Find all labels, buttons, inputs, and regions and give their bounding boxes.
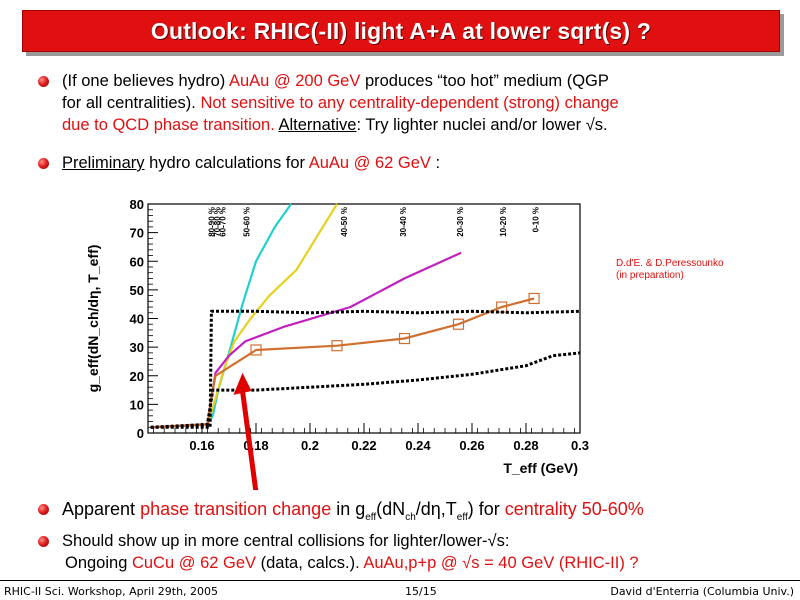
x-tick-label: 0.3: [571, 438, 589, 453]
bullet-icon: [38, 504, 49, 515]
slide-title-bar: Outlook: RHIC(-II) light A+A at lower sq…: [22, 10, 780, 52]
series-line-4: [150, 297, 535, 429]
footer-left: RHIC-II Sci. Workshop, April 29th, 2005: [4, 585, 219, 598]
bullet-3-sub-3: eff: [456, 512, 468, 523]
bullet-4-line2-a: Ongoing: [65, 554, 132, 572]
y-tick-label: 0: [137, 426, 144, 441]
bullet-1-line3-a: due to QCD phase transition.: [62, 116, 275, 134]
x-tick-label: 0.16: [189, 438, 214, 453]
y-axis-label: g_eff(dN_ch/dη, T_eff): [85, 245, 101, 393]
bullet-1-line3-d: : Try lighter nuclei and/or lower √s.: [356, 116, 608, 134]
bullet-1-line2-b: Not sensitive to any centrality-dependen…: [200, 94, 619, 112]
series-line-5: [150, 309, 581, 429]
series-marker: [331, 340, 343, 352]
bullet-2-b: hydro calculations for: [144, 154, 309, 172]
footer-right: David d'Enterria (Columbia Univ.): [610, 585, 794, 598]
footer-page-number: 15/15: [405, 585, 437, 598]
bullet-2-text: Preliminary hydro calculations for AuAu …: [62, 152, 440, 174]
centrality-label: 20-30 %: [456, 207, 465, 237]
x-tick-label: 0.28: [513, 438, 538, 453]
bullet-1-line1-c: produces “too hot” medium (QGP: [360, 72, 609, 90]
plot-frame: [147, 203, 581, 434]
bullet-3-sub-2: ch: [405, 512, 416, 523]
bullet-3-sub-1: eff: [365, 512, 377, 523]
bullet-3-e: /dη,T: [415, 499, 457, 519]
annotation-arrow-shaft: [240, 390, 259, 490]
centrality-label: 70-80 %: [213, 207, 222, 237]
slide-footer: RHIC-II Sci. Workshop, April 29th, 2005 …: [0, 580, 800, 600]
centrality-label: 10-20 %: [499, 207, 508, 237]
x-tick-label: 0.22: [351, 438, 376, 453]
bullet-icon: [38, 76, 49, 87]
y-tick-label: 30: [130, 340, 144, 355]
bullet-icon: [38, 158, 49, 169]
centrality-label: 40-50 %: [340, 207, 349, 237]
centrality-label: 30-40 %: [399, 207, 408, 237]
y-tick-label: 10: [130, 397, 144, 412]
y-tick-label: 60: [130, 254, 144, 269]
bullet-2-c: AuAu @ 62 GeV: [308, 154, 431, 172]
bullet-icon: [38, 536, 49, 547]
centrality-label: 50-60 %: [243, 207, 252, 237]
bullet-4-line2-b: CuCu @ 62 GeV: [131, 554, 257, 572]
x-tick-label: 0.2: [301, 438, 319, 453]
centrality-label: 80-90 %: [207, 207, 216, 237]
bullet-1-line2-a: for all centralities).: [62, 94, 201, 112]
bullet-1-text: (If one believes hydro) AuAu @ 200 GeV p…: [62, 70, 619, 136]
x-tick-label: 0.24: [405, 438, 431, 453]
bullet-1-line1-b: AuAu @ 200 GeV: [228, 72, 361, 90]
annotation-arrow-head: [233, 372, 252, 395]
centrality-label: 60-70 %: [218, 207, 227, 237]
series-marker: [528, 292, 540, 305]
bullet-3-a: Apparent: [62, 499, 141, 519]
x-tick-label: 0.26: [459, 438, 484, 453]
bullet-2-d: :: [430, 154, 441, 172]
bullet-3-b: phase transition change: [140, 499, 332, 519]
y-tick-label: 40: [130, 312, 144, 327]
bullet-3-f: ) for: [467, 499, 505, 519]
bullet-3-text: Apparent phase transition change in geff…: [62, 498, 644, 524]
reference-line-2: (in preparation): [616, 270, 684, 281]
y-tick-label: 50: [130, 283, 144, 298]
bullet-4-line1: Should show up in more central collision…: [62, 532, 510, 550]
bullet-3-c: in g: [331, 499, 366, 519]
y-tick-label: 80: [130, 197, 144, 212]
series-marker: [250, 344, 262, 356]
y-tick-label: 20: [130, 369, 144, 384]
centrality-label: 0-10 %: [531, 207, 540, 232]
series-line-6: [150, 351, 581, 429]
reference-line-1: D.d'E. & D.Peressounko: [616, 258, 724, 269]
bullet-2-preliminary: Preliminary: [62, 154, 145, 172]
series-marker: [452, 318, 465, 330]
slide-title: Outlook: RHIC(-II) light A+A at lower sq…: [150, 17, 652, 44]
bullet-3-d: (dN: [376, 499, 406, 519]
bullet-3-g: centrality 50-60%: [504, 499, 644, 519]
bullet-1-line1-a: (If one believes hydro): [62, 72, 229, 90]
series-marker: [398, 332, 411, 345]
reference-note: D.d'E. & D.Peressounko (in preparation): [616, 258, 724, 282]
x-axis-label: T_eff (GeV): [503, 460, 578, 476]
series-line-3: [150, 251, 462, 429]
bullet-4-text: Should show up in more central collision…: [62, 530, 639, 574]
bullet-4-line2-d: AuAu,p+p @ √s = 40 GeV (RHIC-II) ?: [363, 554, 639, 572]
bullet-1-line3-alternative: Alternative: [278, 116, 357, 134]
y-tick-label: 70: [130, 226, 144, 241]
bullet-4-line2-c: (data, calcs.).: [256, 554, 364, 572]
